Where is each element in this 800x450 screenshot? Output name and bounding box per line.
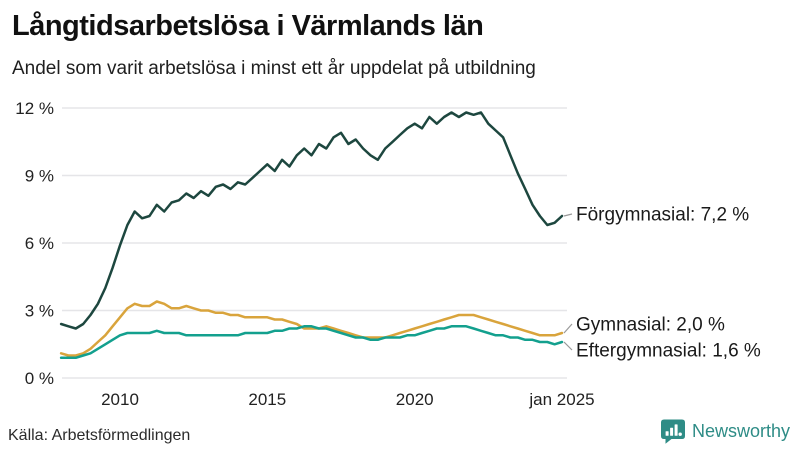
newsworthy-logo-icon: [660, 418, 686, 445]
y-axis-tick-label: 0 %: [25, 369, 54, 388]
series-annotation-label: Förgymnasial: 7,2 %: [576, 205, 749, 226]
x-axis-tick-label: jan 2025: [528, 390, 594, 409]
series-annotation-label: Gymnasial: 2,0 %: [576, 315, 725, 336]
y-axis-tick-label: 3 %: [25, 302, 54, 321]
newsworthy-logo[interactable]: Newsworthy: [660, 418, 790, 445]
chart-svg: 0 % 3 % 6 % 9 % 12 % 2010 2015 2020 jan 2025 Förg…: [15, 99, 761, 409]
y-axis-tick-label: 9 %: [25, 167, 54, 186]
annotation-leader-line: [563, 213, 573, 217]
page-title: Långtidsarbetslösa i Värmlands län: [12, 10, 484, 42]
x-axis-tick-label: 2015: [248, 390, 286, 409]
newsworthy-logo-text: Newsworthy: [691, 421, 790, 441]
source-note: Källa: Arbetsförmedlingen: [8, 427, 191, 444]
line-chart: 0 % 3 % 6 % 9 % 12 % 2010 2015 2020 jan 2025 Förg…: [0, 88, 800, 428]
x-axis-tick-label: 2010: [101, 390, 139, 409]
series-line-eftergymnasial: [59, 325, 564, 360]
y-axis-tick-label: 6 %: [25, 234, 54, 253]
annotation-leader-line: [563, 323, 573, 334]
y-axis-tick-label: 12 %: [15, 99, 54, 118]
series-line-gymnasial: [59, 300, 564, 357]
x-axis-tick-label: 2020: [396, 390, 434, 409]
series-annotation-label: Eftergymnasial: 1,6 %: [576, 341, 761, 362]
series-line-förgymnasial: [59, 111, 564, 330]
page-subtitle: Andel som varit arbetslösa i minst ett å…: [12, 58, 536, 79]
annotation-leader-line: [563, 341, 573, 351]
